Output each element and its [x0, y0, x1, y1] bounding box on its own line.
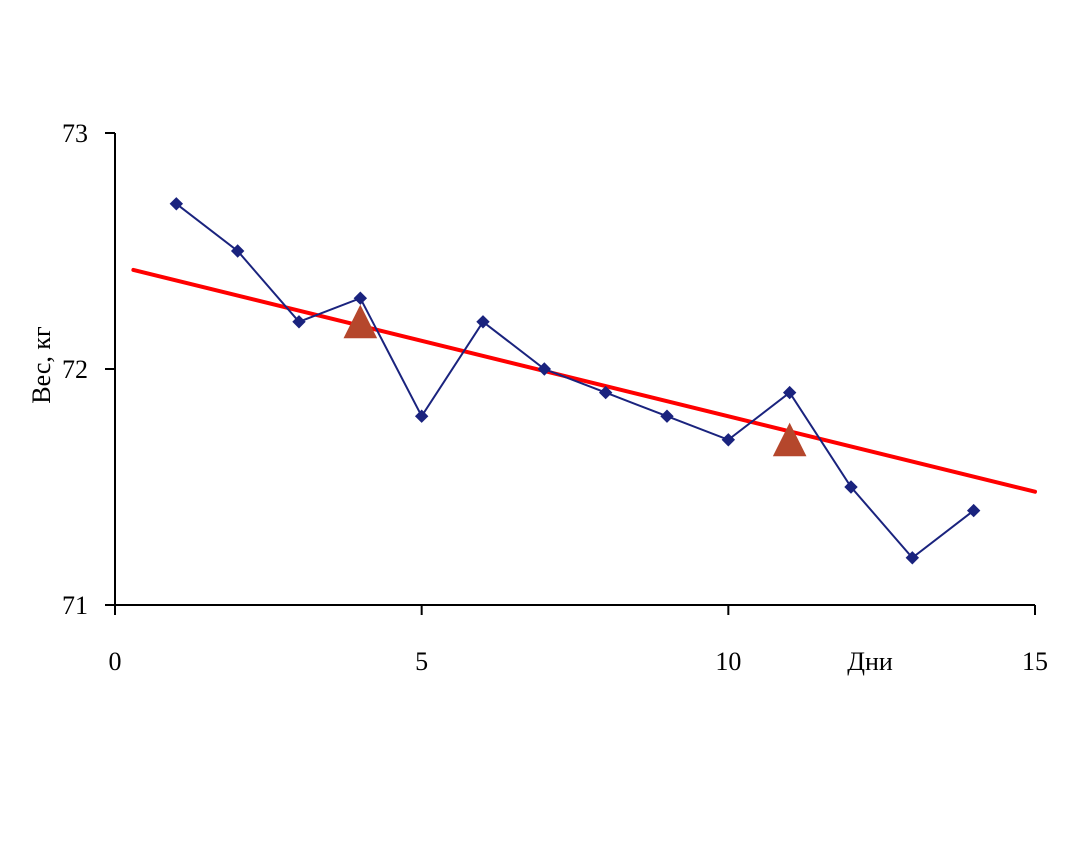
x-tick-label: 0 — [109, 647, 122, 676]
data-marker — [416, 410, 428, 422]
y-tick-label: 73 — [62, 119, 88, 148]
x-tick-label: 15 — [1022, 647, 1048, 676]
x-tick-label: 5 — [415, 647, 428, 676]
data-line — [176, 204, 973, 558]
data-marker — [661, 410, 673, 422]
y-tick-label: 71 — [62, 591, 88, 620]
chart-container: 0 5 10 15 71 72 73 Дни Вес, кг — [0, 0, 1080, 841]
x-tick-label: 10 — [715, 647, 741, 676]
x-axis-label: Дни — [847, 647, 893, 676]
weight-chart: 0 5 10 15 71 72 73 Дни Вес, кг — [0, 0, 1080, 841]
data-marker — [354, 292, 366, 304]
trend-line — [133, 270, 1035, 492]
y-axis-label: Вес, кг — [27, 326, 56, 403]
y-tick-label: 72 — [62, 355, 88, 384]
